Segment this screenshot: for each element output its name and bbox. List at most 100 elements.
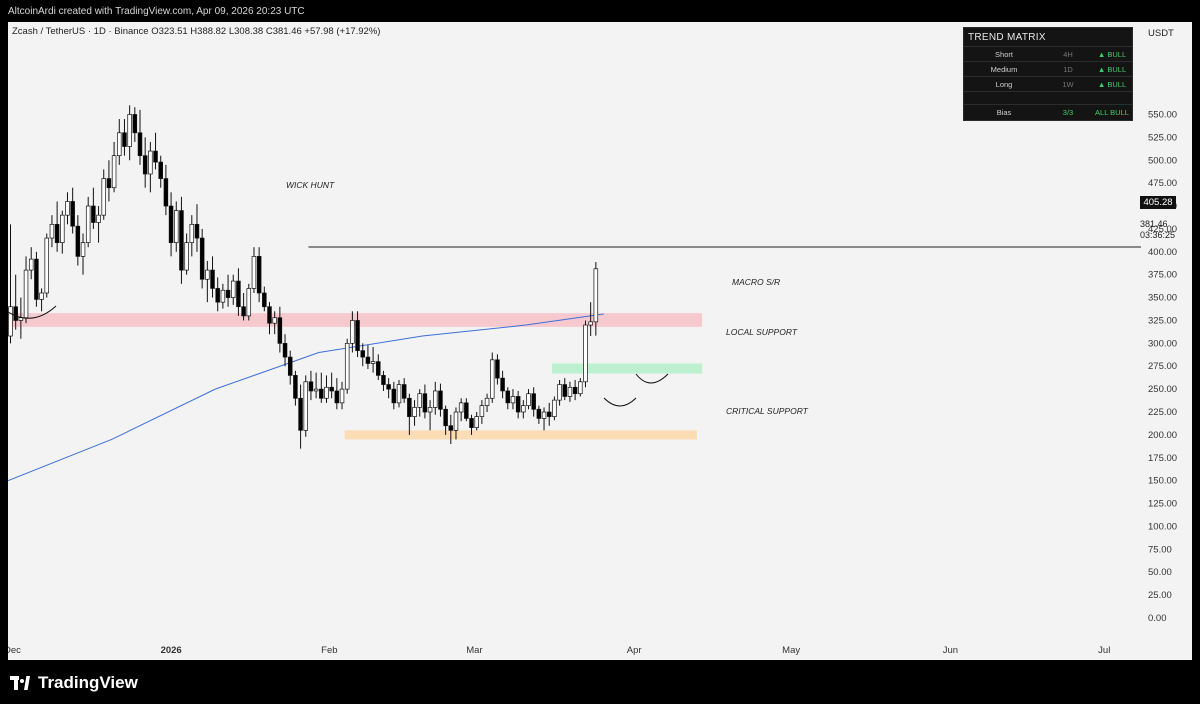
x-tick-label: Mar [466,645,482,656]
candle-up [427,407,433,413]
candle-down [438,390,443,410]
x-tick-label: Jun [943,645,958,656]
candle-down [132,114,138,134]
candle-up [230,280,236,298]
candle-down [194,223,200,239]
candle-up [479,405,485,417]
candle-down [464,402,469,419]
candle-down [163,178,169,207]
candle-up [396,384,402,404]
candle-down [287,356,293,376]
y-tick-label: 25.00 [1148,590,1172,601]
y-tick-label: 325.00 [1148,315,1177,326]
matrix-status: ALL BULL [1095,108,1129,117]
candle-down [572,386,578,395]
chart-frame[interactable]: 0.00 25.00 50.00 75.00 100.00 125.00 150.00 175… [8,22,1192,660]
candle-up [65,201,70,216]
candle-down [546,411,552,417]
candle-down [505,390,511,404]
candle-down [355,320,360,352]
candle-down [298,397,303,431]
x-tick-label: Feb [321,645,337,656]
symbol-legend: Zcash / TetherUS · 1D · Binance O323.51 … [12,26,381,37]
tradingview-icon [10,676,32,690]
top-bar: AltcoinArdi created with TradingView.com… [0,0,1200,22]
candle-up [49,223,55,239]
candle-up [96,214,101,223]
y-tick-label: 0.00 [1148,613,1167,624]
wick-hunt-label: WICK HUNT [286,180,335,190]
candle-down [334,390,340,404]
candle-down [391,388,397,404]
y-tick-label: 300.00 [1148,338,1177,349]
axis-unit[interactable]: USDT [1148,28,1174,39]
candle-up [127,114,132,147]
candle-up [184,242,189,271]
candle-up [339,388,345,404]
candle-up [526,393,531,406]
level-price-marker: 405.28 [1140,196,1176,209]
candle-down [210,269,215,289]
candle-down [225,289,231,298]
local-support-zone [551,363,703,374]
candle-up [205,269,210,280]
candle-up [324,386,329,399]
candle-down [13,306,18,321]
y-tick-label: 125.00 [1148,499,1177,510]
candle-down [34,258,39,300]
candle-up [588,321,593,326]
candle-down [142,155,148,175]
footer-bar [0,660,1200,704]
candle-down [376,361,381,376]
candle-up [433,390,438,408]
candle-down [267,306,272,324]
candle-down [443,408,448,427]
candle-down [256,256,262,294]
candle-up [510,396,516,404]
candle-down [277,317,283,344]
x-tick-label: 2026 [161,645,182,656]
candle-up [484,397,490,406]
matrix-timeframe: 3/3 [1062,108,1074,117]
candle-down [422,393,428,413]
candle-down [122,132,127,147]
price-chart[interactable]: 0.00 25.00 50.00 75.00 100.00 125.00 150.00 175… [8,22,1192,660]
candle-down [54,223,60,243]
candle-up [370,361,376,364]
candle-down [179,210,184,271]
last-price: 381.46 [1140,219,1168,229]
candle-down [168,205,174,243]
y-tick-label: 225.00 [1148,407,1177,418]
x-tick-label: Jul [1098,645,1110,656]
candle-down [70,201,75,227]
candle-up [23,269,29,319]
tradingview-logo[interactable]: TradingView [10,673,138,693]
matrix-label: Bias [996,108,1012,117]
bar-countdown: 03:36:25 [1140,230,1176,240]
candle-down [500,377,505,392]
candle-up [148,150,153,175]
candle-down [536,408,542,419]
candle-up [39,292,44,300]
candle-up [453,411,459,431]
candle-down [241,306,246,317]
candle-up [117,132,122,157]
candle-up [489,359,495,399]
candle-up [567,386,573,397]
candle-up [557,384,562,401]
tradingview-brand: TradingView [38,673,138,692]
candle-down [401,384,407,399]
matrix-row-short: Short 4H ▲ BULL [964,46,1132,61]
candle-up [552,399,557,417]
matrix-row-medium: Medium 1D ▲ BULL [964,61,1132,76]
candle-down [75,225,81,257]
candle-down [158,161,163,179]
macro-sr-zone [8,313,703,327]
candle-down [308,381,314,392]
candle-up [272,317,277,324]
candle-down [329,386,334,392]
candle-up [578,381,583,395]
candle-up [251,256,257,289]
candle-down [381,375,386,385]
y-tick-label: 275.00 [1148,361,1177,372]
